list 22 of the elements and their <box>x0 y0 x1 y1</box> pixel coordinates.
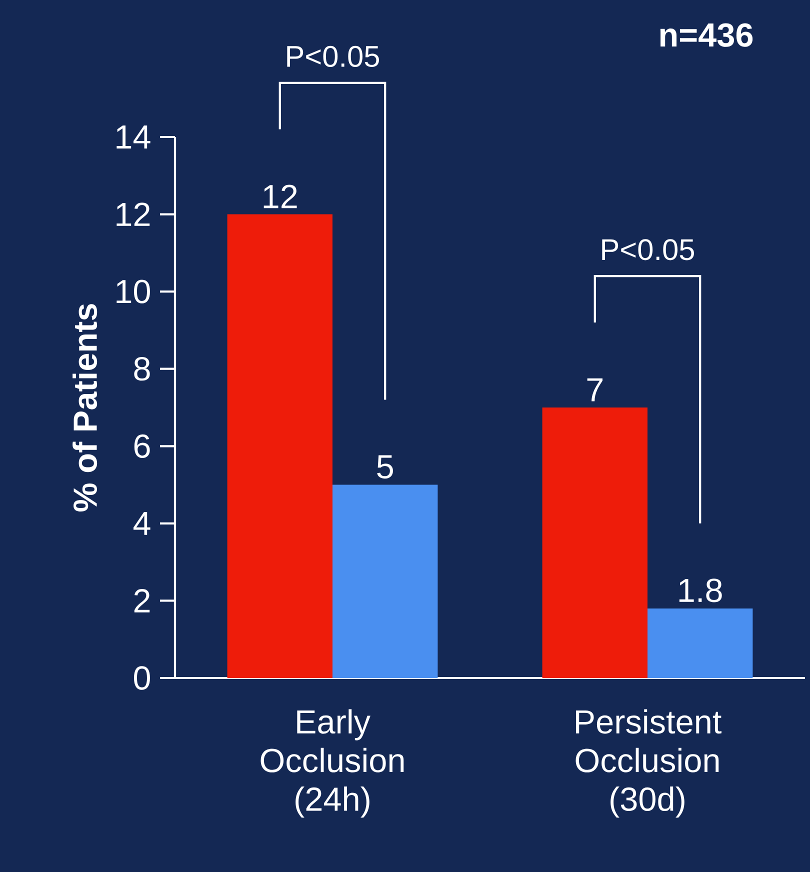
x-tick-label: Early Occlusion (24h) <box>260 709 404 818</box>
y-axis-title: % of Patients <box>72 304 98 512</box>
text: P<0.05 <box>287 46 379 68</box>
y-tick-label: 4 <box>133 512 150 535</box>
data-label: 1.8 <box>679 578 722 602</box>
text: n=436 <box>660 23 753 47</box>
y-tick-label: 12 <box>116 202 150 226</box>
y-tick-label: 6 <box>134 434 150 458</box>
annotation: P<0.05 <box>602 239 694 260</box>
y-tick-label: 10 <box>116 280 150 304</box>
y-tick-label: 14 <box>116 126 150 148</box>
bar <box>647 608 753 678</box>
y-tick-label: 2 <box>134 589 150 612</box>
y-tick-label: 8 <box>134 357 150 381</box>
bar <box>227 214 332 678</box>
y-tick-label: 0 <box>134 666 150 690</box>
data-label: 12 <box>264 184 297 208</box>
bar <box>332 484 438 678</box>
data-label: 7 <box>587 378 602 402</box>
x-tick-label: Persistent Occlusion (30d) <box>576 709 722 818</box>
bar <box>542 407 648 678</box>
data-label: 5 <box>377 455 393 479</box>
